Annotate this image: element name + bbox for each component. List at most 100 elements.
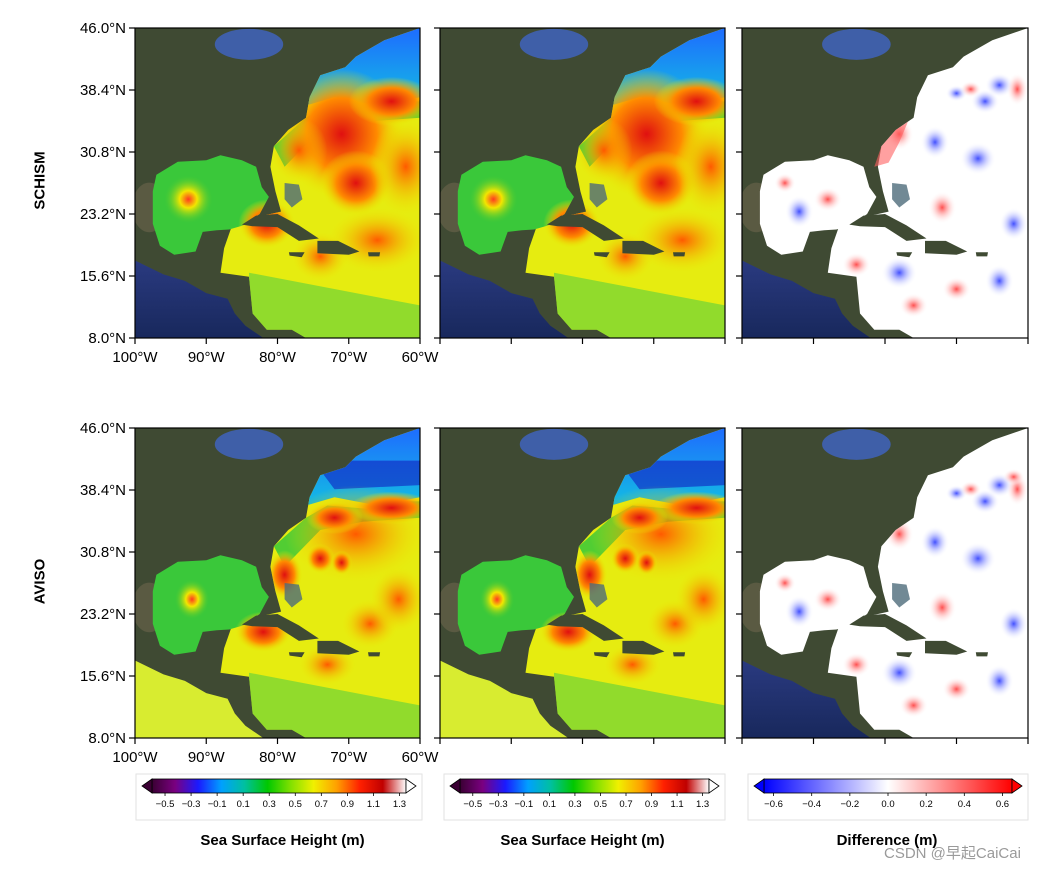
anomaly-blob [842, 652, 871, 677]
great-lakes [519, 28, 589, 60]
anomaly-blobs [174, 485, 420, 685]
jamaica [593, 652, 610, 658]
anomaly-blob [842, 252, 871, 277]
anomaly-blob [1003, 468, 1025, 486]
colorbar-1: −0.5 −0.3 −0.1 0.1 0.3 0.5 0.7 0.9 1.1 1.3 [135, 773, 423, 821]
colorbar-tick-label: −0.4 [802, 799, 821, 810]
jamaica [896, 252, 913, 258]
x-tick-label: 100°W [112, 349, 158, 366]
anomaly-blob [468, 174, 519, 224]
colorbar-tick-label: 1.1 [367, 799, 380, 810]
puerto-rico [975, 652, 988, 657]
southern-band [554, 672, 725, 738]
anomaly-blob [370, 566, 420, 632]
anomaly-blob [675, 566, 725, 632]
colorbar-title-3: Difference (m) [836, 832, 938, 849]
colorbar-tick-label: −0.1 [208, 799, 227, 810]
colorbar-tick-label: 0.3 [263, 799, 276, 810]
colorbar-tick-label: 0.9 [645, 799, 658, 810]
x-tick-label: 80°W [259, 349, 297, 366]
anomaly-blob [813, 587, 843, 612]
y-tick-label: 46.0°N [80, 20, 126, 37]
colorbars-layer: −0.5 −0.3 −0.1 0.1 0.3 0.5 0.7 0.9 1.1 1.3 −0.5 −0.… [135, 773, 1029, 821]
bahamas-banks [284, 183, 303, 208]
colorbar-extend-high [405, 778, 417, 794]
watermark: CSDN @早起CaiCai [884, 845, 1021, 862]
panel-schism-3 [736, 27, 1029, 344]
jamaica [593, 252, 610, 258]
panel-aviso-1: 46.0°N 38.4°N 30.8°N 23.2°N 15.6°N 8.0°N 100°W… [80, 420, 439, 766]
anomaly-blob [999, 607, 1028, 641]
anomaly-blob [306, 501, 363, 534]
cuba [241, 214, 319, 241]
cuba [546, 614, 624, 641]
great-lakes [214, 428, 284, 460]
colorbar-tick-label: 0.6 [996, 799, 1009, 810]
anomaly-blob [348, 491, 420, 525]
great-lakes [822, 428, 891, 460]
bahamas-banks [589, 183, 608, 208]
colorbar-3: −0.6 −0.4 −0.2 0.0 0.2 0.4 0.6 [747, 773, 1029, 821]
anomaly-blob [920, 125, 950, 159]
panel-schism-1: 46.0°N 38.4°N 30.8°N 23.2°N 15.6°N 8.0°N 100°W… [80, 20, 439, 366]
colorbar-tick-label: 1.3 [696, 799, 709, 810]
anomaly-blob [611, 543, 640, 574]
y-tick-label: 46.0°N [80, 420, 126, 437]
y-tick-label: 38.4°N [80, 482, 126, 499]
x-tick-label: 70°W [330, 349, 368, 366]
puerto-rico [368, 252, 381, 257]
jamaica [896, 652, 913, 658]
anomaly-blob [174, 578, 210, 620]
anomaly-blob [653, 491, 725, 525]
x-tick-label: 70°W [330, 749, 368, 766]
colorbar-tick-label: 0.2 [920, 799, 933, 810]
anomaly-blob [611, 501, 668, 534]
anomaly-blob [270, 117, 328, 183]
panels-layer: 46.0°N 38.4°N 30.8°N 23.2°N 15.6°N 8.0°N 100°W… [80, 20, 1029, 766]
cuba [849, 214, 927, 241]
anomaly-blob [774, 573, 796, 593]
pacific-ocean [742, 260, 871, 338]
x-tick-label: 100°W [112, 749, 158, 766]
colorbar-extend-high [1011, 778, 1023, 794]
cuba [241, 614, 319, 641]
colorbar-tick-label: 0.4 [958, 799, 971, 810]
colorbar-tick-label: −0.2 [840, 799, 859, 810]
colorbar-bar [151, 778, 407, 794]
southern-band [554, 272, 725, 338]
anomaly-blob [330, 550, 353, 575]
colorbar-bar [763, 778, 1013, 794]
southern-band [249, 672, 420, 738]
x-tick-label: 90°W [188, 749, 226, 766]
x-tick-label: 80°W [259, 749, 297, 766]
anomaly-blob [653, 76, 725, 126]
anomaly-blob [960, 142, 996, 175]
y-tick-label: 23.2°N [80, 206, 126, 223]
anomaly-blob [927, 191, 957, 224]
anomaly-blob [970, 489, 1000, 514]
anomaly-blob [1006, 72, 1028, 106]
hispaniola [622, 640, 665, 655]
colorbar-tick-label: −0.3 [489, 799, 508, 810]
anomaly-blob [985, 264, 1014, 298]
anomaly-blob [881, 256, 918, 290]
anomaly-blob [813, 187, 843, 212]
colorbar-tick-label: 0.7 [315, 799, 328, 810]
y-tick-label: 15.6°N [80, 668, 126, 685]
x-tick-label: 90°W [188, 349, 226, 366]
puerto-rico [368, 652, 381, 657]
puerto-rico [673, 252, 686, 257]
x-tick-label: 60°W [402, 749, 440, 766]
colorbar-2: −0.5 −0.3 −0.1 0.1 0.3 0.5 0.7 0.9 1.1 1.3 [443, 773, 726, 821]
colorbar-extend-low [449, 778, 461, 794]
colorbar-tick-label: 1.1 [670, 799, 683, 810]
hispaniola [925, 240, 968, 255]
anomaly-blob [881, 656, 918, 689]
colorbar-tick-label: 0.3 [568, 799, 581, 810]
anomaly-blob [985, 664, 1014, 698]
great-lakes [519, 428, 589, 460]
colorbar-tick-label: −0.3 [182, 799, 201, 810]
colorbar-extend-low [141, 778, 153, 794]
y-tick-label: 23.2°N [80, 606, 126, 623]
row-label-schism: SCHISM [31, 151, 49, 210]
